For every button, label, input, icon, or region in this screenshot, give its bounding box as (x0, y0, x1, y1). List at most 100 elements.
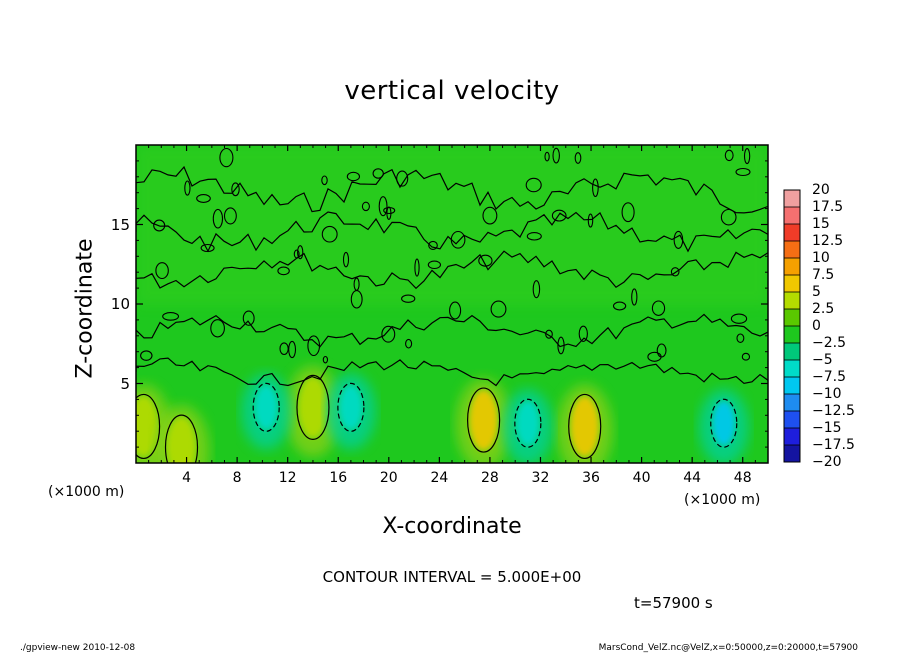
small-contour (736, 333, 745, 343)
small-contour (557, 336, 565, 355)
colorbar-label: −17.5 (812, 437, 855, 453)
small-contour (532, 280, 541, 299)
small-contour (242, 310, 255, 326)
small-contour (401, 294, 416, 303)
colorbar-label: −20 (812, 454, 842, 470)
updraft-core (298, 377, 327, 438)
colorbar-segment (784, 411, 800, 429)
small-contour (162, 312, 180, 321)
colorbar-segment (784, 445, 800, 463)
small-contour (321, 225, 338, 243)
chart-title: vertical velocity (344, 76, 560, 106)
downdraft-core (255, 385, 278, 430)
zero-contour-line (136, 313, 768, 348)
colorbar-label: 15 (812, 216, 830, 232)
small-contour (210, 319, 225, 338)
small-contour (450, 230, 466, 249)
positive-contour (467, 387, 501, 453)
small-contour (730, 313, 748, 324)
colorbar-label: −2.5 (812, 335, 846, 351)
x-tick-label: 44 (683, 470, 702, 486)
x-tick-label: 36 (582, 470, 600, 486)
colorbar-segment (784, 241, 800, 259)
small-contour (724, 149, 734, 162)
small-contour (153, 219, 166, 232)
x-tick-label: 48 (733, 470, 752, 486)
positive-contour (568, 393, 602, 460)
colorbar-segment (784, 224, 800, 242)
small-contour (321, 175, 328, 186)
small-contour (219, 147, 234, 168)
small-contour (383, 206, 396, 215)
small-contour (743, 148, 751, 165)
negative-contour (710, 398, 738, 448)
footer-left-text: ./gpview-new 2010-12-08 (20, 643, 136, 653)
x-tick-label: 8 (232, 470, 242, 486)
small-contour (612, 301, 627, 311)
colorbar-label: 7.5 (812, 267, 835, 283)
small-contour (482, 206, 498, 225)
zero-contour-line (136, 250, 768, 290)
small-contour (478, 254, 493, 267)
small-contour (720, 208, 737, 226)
colorbar-label: 0 (812, 318, 821, 334)
plot-area (136, 145, 768, 463)
small-contour (735, 167, 751, 177)
colorbar-segment (784, 428, 800, 446)
updraft-core (469, 390, 498, 451)
small-contour (673, 230, 684, 249)
updraft-core (136, 396, 158, 457)
small-contour (545, 329, 553, 339)
colorbar-segment (784, 326, 800, 344)
colorbar-segment (784, 394, 800, 412)
small-contour (361, 201, 370, 212)
small-contour (670, 267, 680, 277)
small-contour (651, 300, 666, 316)
colorbar-segment (784, 190, 800, 208)
colorbar-segment (784, 343, 800, 361)
small-contour (140, 350, 153, 361)
small-contour (322, 355, 329, 364)
colorbar-label: 17.5 (812, 199, 844, 215)
small-contour (631, 288, 638, 306)
small-contour (592, 178, 599, 198)
positive-contour (296, 374, 330, 440)
small-contour (427, 260, 442, 270)
colorbar-label: 2.5 (812, 301, 835, 317)
small-contour (578, 325, 588, 342)
small-contour (544, 151, 550, 162)
downdraft-core (712, 401, 735, 446)
small-contour (155, 262, 169, 280)
x-axis-label: X-coordinate (382, 514, 522, 539)
x-tick-label: 28 (480, 470, 499, 486)
downdraft-core (339, 385, 362, 430)
zero-contour-line (136, 165, 768, 214)
y-axis-label: Z-coordinate (72, 238, 98, 379)
negative-contour (337, 382, 365, 432)
small-contour (741, 352, 751, 361)
updraft-core (570, 396, 599, 457)
downdraft-core (516, 401, 539, 446)
small-contour (525, 177, 542, 193)
small-contour (526, 232, 542, 241)
colorbar-label: 5 (812, 284, 821, 300)
x-scale-label-left: (×1000 m) (48, 484, 125, 500)
positive-contour (164, 414, 199, 463)
small-contour (231, 182, 240, 197)
small-contour (196, 194, 211, 203)
small-contour (223, 207, 237, 225)
zero-contour-line (136, 211, 768, 253)
small-contour (656, 343, 667, 358)
small-contour (574, 152, 582, 164)
x-tick-label: 24 (430, 470, 449, 486)
x-tick-label: 12 (278, 470, 297, 486)
time-label: t=57900 s (634, 594, 713, 612)
small-contour (490, 300, 507, 318)
colorbar-label: −5 (812, 352, 833, 368)
colorbar-label: −10 (812, 386, 842, 402)
small-contour (297, 245, 304, 260)
small-contour (342, 251, 350, 268)
small-contour (307, 335, 321, 357)
x-tick-label: 20 (379, 470, 398, 486)
positive-contour (136, 393, 161, 460)
